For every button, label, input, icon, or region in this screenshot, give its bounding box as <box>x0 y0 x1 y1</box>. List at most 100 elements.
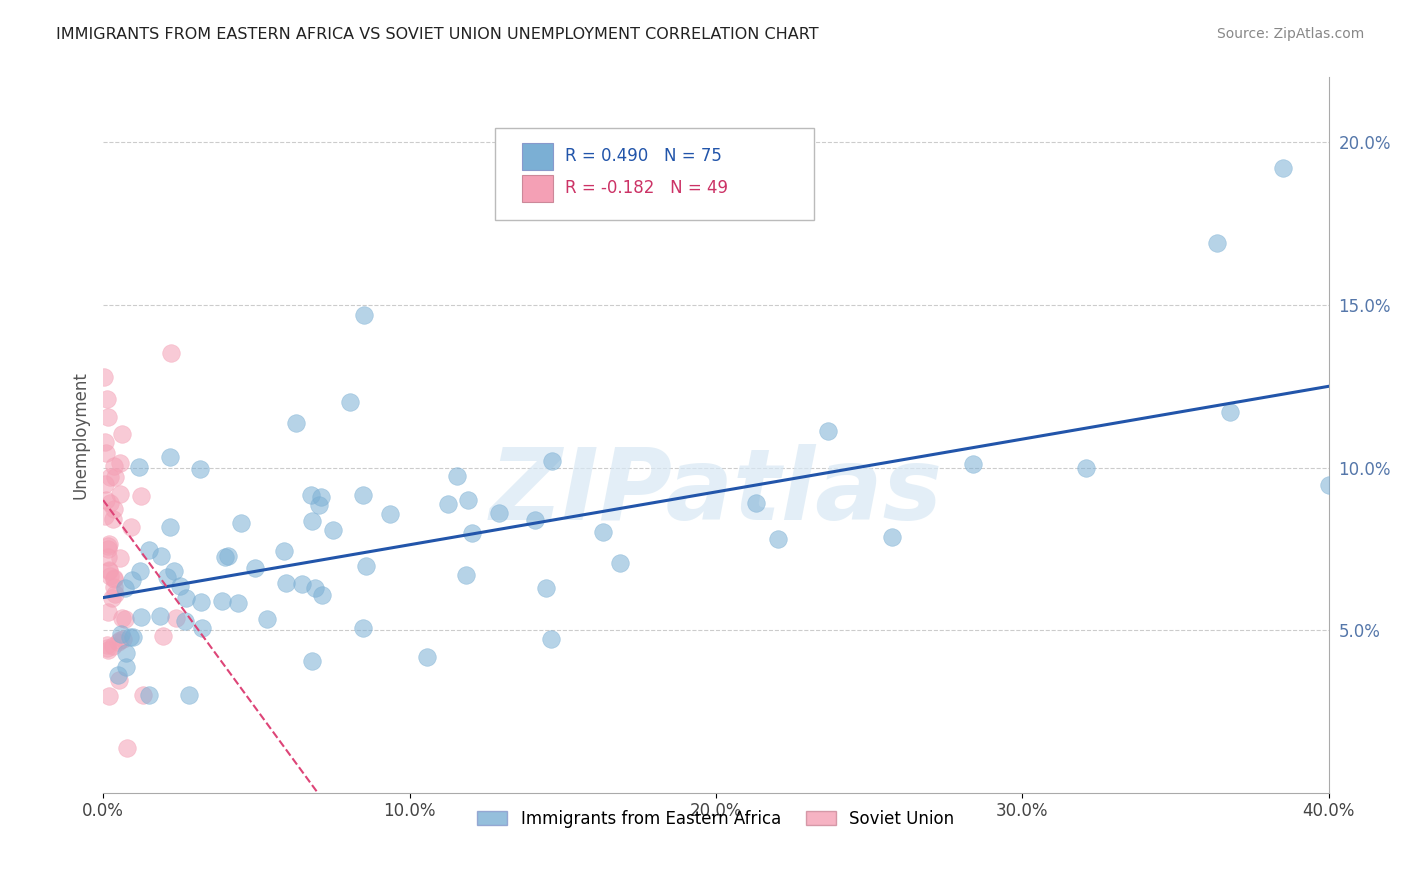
Point <box>540 454 562 468</box>
Legend: Immigrants from Eastern Africa, Soviet Union: Immigrants from Eastern Africa, Soviet U… <box>471 803 962 834</box>
Point <box>523 512 546 526</box>
Point <box>378 507 401 521</box>
Y-axis label: Unemployment: Unemployment <box>72 371 89 499</box>
Point <box>104 469 127 483</box>
Bar <box>522 175 553 202</box>
Point <box>108 486 131 500</box>
Point <box>103 502 125 516</box>
Point <box>245 561 267 575</box>
Bar <box>522 143 553 169</box>
Point <box>115 660 138 674</box>
Point <box>131 489 153 503</box>
Point <box>1271 161 1294 176</box>
Point <box>98 470 121 484</box>
Point <box>446 468 468 483</box>
Point <box>132 688 155 702</box>
Point <box>103 570 125 584</box>
Point <box>111 427 134 442</box>
Point <box>353 308 375 322</box>
Point <box>97 539 120 553</box>
Point <box>97 536 120 550</box>
Point <box>112 632 135 646</box>
Point <box>156 570 179 584</box>
Point <box>108 632 131 647</box>
Point <box>311 588 333 602</box>
Point <box>94 508 117 523</box>
Point <box>190 595 212 609</box>
Point <box>768 532 790 546</box>
Point <box>962 457 984 471</box>
Point <box>880 530 903 544</box>
Point <box>152 629 174 643</box>
Point <box>118 630 141 644</box>
Point <box>436 497 458 511</box>
Point <box>159 520 181 534</box>
Point <box>226 596 249 610</box>
Point <box>107 635 129 649</box>
Point <box>114 612 136 626</box>
Point <box>304 581 326 595</box>
Point <box>110 627 132 641</box>
Point <box>787 192 810 206</box>
Point <box>108 456 131 470</box>
Point <box>149 609 172 624</box>
Point <box>454 567 477 582</box>
Point <box>301 515 323 529</box>
Point <box>191 621 214 635</box>
Point <box>353 488 375 502</box>
Point <box>93 476 115 491</box>
Point <box>817 425 839 439</box>
Point <box>592 525 614 540</box>
Point <box>744 495 766 509</box>
Point <box>299 488 322 502</box>
Point <box>103 512 125 526</box>
Point <box>163 564 186 578</box>
Text: IMMIGRANTS FROM EASTERN AFRICA VS SOVIET UNION UNEMPLOYMENT CORRELATION CHART: IMMIGRANTS FROM EASTERN AFRICA VS SOVIET… <box>56 27 818 42</box>
Point <box>1074 461 1097 475</box>
Point <box>128 564 150 578</box>
Point <box>169 578 191 592</box>
Point <box>98 496 121 510</box>
Point <box>1219 404 1241 418</box>
Point <box>540 632 562 646</box>
Point <box>111 611 134 625</box>
FancyBboxPatch shape <box>495 128 814 220</box>
Point <box>1205 235 1227 250</box>
Point <box>188 462 211 476</box>
Point <box>285 416 308 430</box>
Point <box>117 740 139 755</box>
Point <box>150 549 173 563</box>
Point <box>129 609 152 624</box>
Point <box>160 346 183 360</box>
Point <box>98 564 121 578</box>
Point <box>138 688 160 702</box>
Point <box>309 490 332 504</box>
Point <box>461 526 484 541</box>
Point <box>256 612 278 626</box>
Point <box>108 550 131 565</box>
Point <box>97 410 120 425</box>
Point <box>96 638 118 652</box>
Point <box>100 591 122 605</box>
Point <box>103 639 125 653</box>
Point <box>274 576 297 591</box>
Point <box>217 549 239 563</box>
Point <box>97 563 120 577</box>
Point <box>609 556 631 570</box>
Text: R = 0.490   N = 75: R = 0.490 N = 75 <box>565 147 723 165</box>
Point <box>103 573 125 587</box>
Point <box>94 446 117 460</box>
Point <box>97 549 120 564</box>
Text: ZIPatlas: ZIPatlas <box>489 443 942 541</box>
Point <box>322 523 344 537</box>
Point <box>534 581 557 595</box>
Point <box>211 594 233 608</box>
Point <box>354 559 377 574</box>
Point <box>229 516 252 531</box>
Point <box>1317 478 1340 492</box>
Point <box>173 614 195 628</box>
Point <box>301 654 323 668</box>
Point <box>115 646 138 660</box>
Point <box>174 591 197 606</box>
Point <box>457 492 479 507</box>
